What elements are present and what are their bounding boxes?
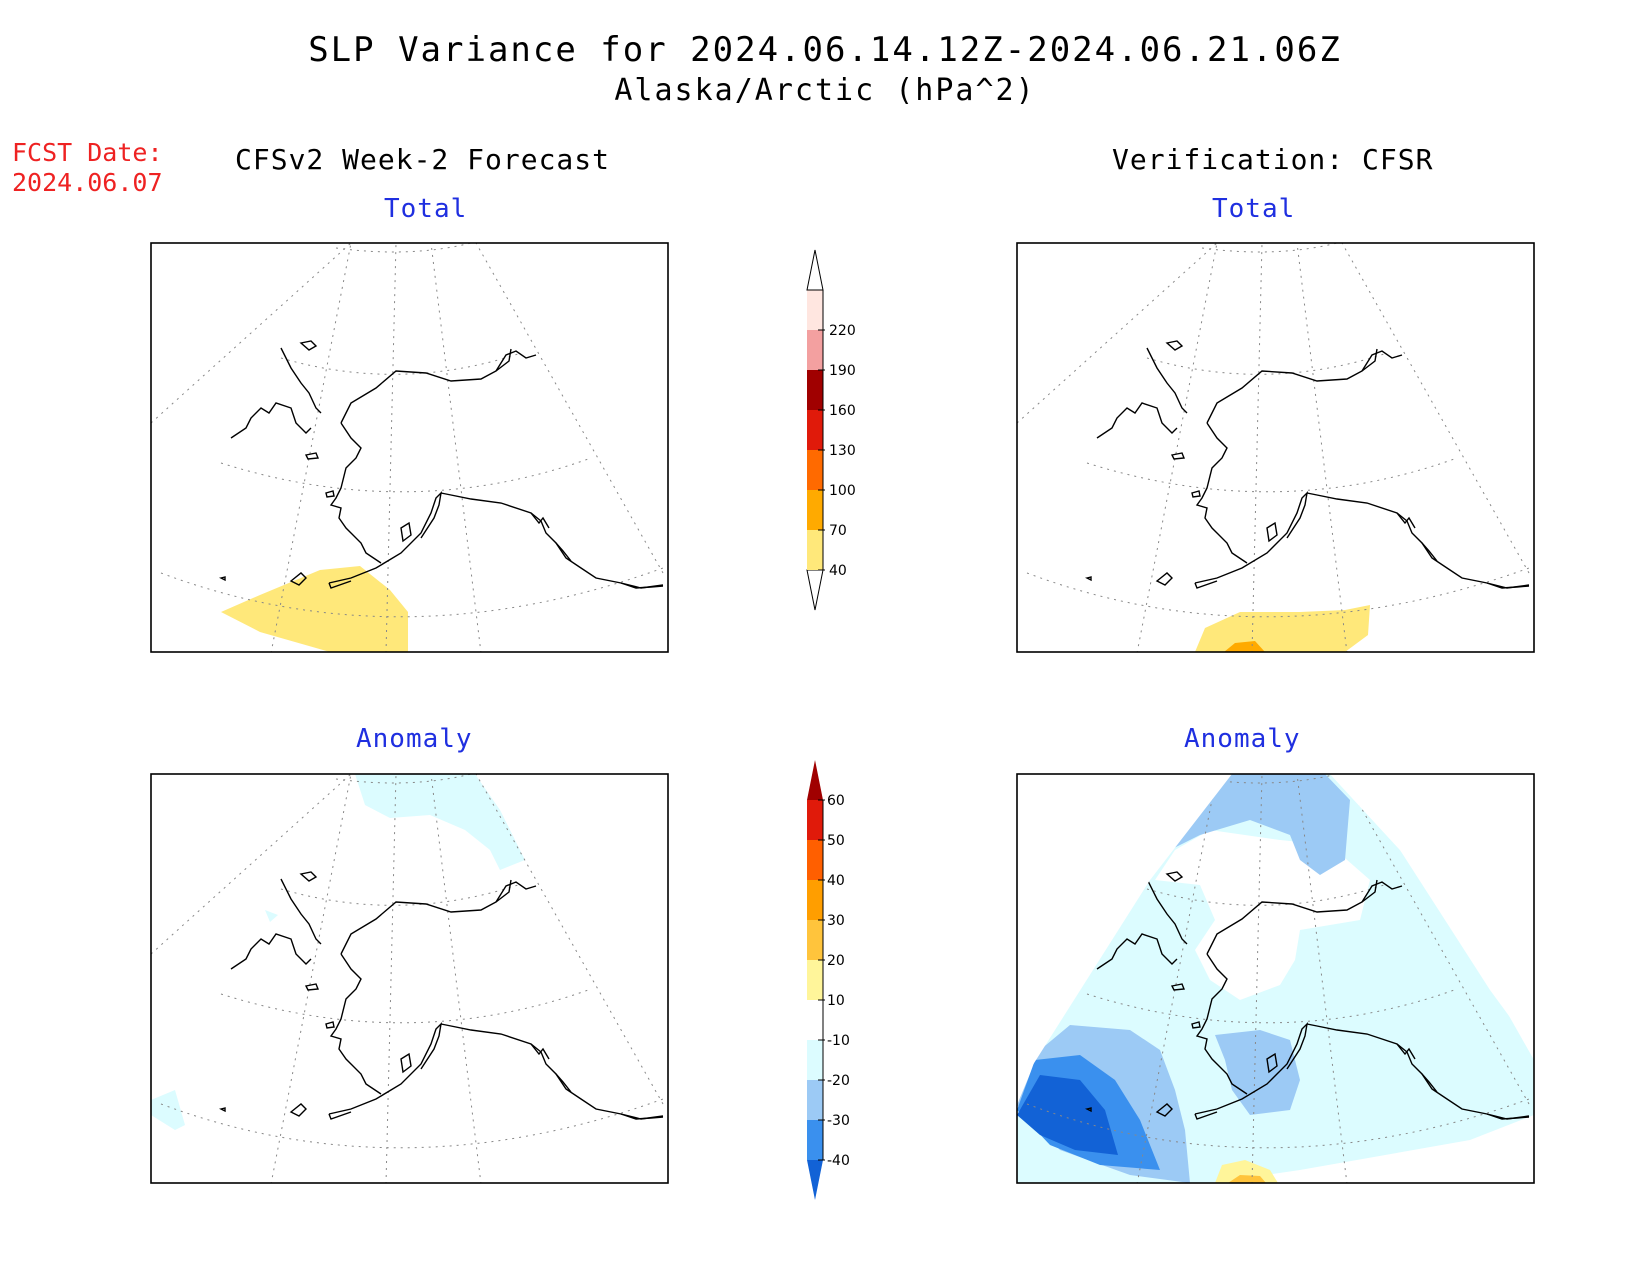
verification-anomaly-map (1017, 774, 1534, 1183)
variance-contour-yellow (1195, 605, 1370, 652)
colorbar-upper-tip (806, 249, 824, 291)
verification-total-map (1017, 243, 1534, 652)
colorbar-segment (807, 290, 823, 330)
forecast-anomaly-title: Anomaly (356, 724, 473, 754)
forecast-column-title: CFSv2 Week-2 Forecast (235, 143, 611, 176)
forecast-total-frame (150, 242, 669, 653)
verification-anomaly-mask-right (1330, 774, 1534, 1050)
colorbar-segment (807, 840, 823, 880)
colorbar-tick-label: 130 (829, 443, 856, 459)
colorbar-segment (807, 450, 823, 490)
variance-contour-yellow (221, 566, 408, 652)
anomaly-contour-dark-blue (1017, 1075, 1118, 1155)
colorbar-lower-tip (806, 569, 824, 611)
colorbar-tick-label: -40 (827, 1153, 850, 1169)
anomaly-contour-light-blue (1215, 1030, 1300, 1115)
colorbar-tick-label: 40 (829, 563, 847, 579)
verification-total-frame (1016, 242, 1535, 653)
variance-contour-orange (1224, 641, 1265, 652)
forecast-total-map (151, 243, 668, 652)
colorbar-segment (807, 1120, 823, 1160)
colorbar-segment (807, 800, 823, 840)
colorbar-tick-label: 100 (829, 483, 856, 499)
colorbar-segment (807, 1040, 823, 1080)
colorbar-segment (807, 370, 823, 410)
total-colorbar: 40 70 100 130 160 190 220 (806, 249, 856, 611)
colorbar-tick-label: 30 (827, 913, 845, 929)
colorbar-segment (807, 920, 823, 960)
anomaly-contour-pale-yellow (1215, 1160, 1278, 1183)
verification-column-title: Verification: CFSR (1112, 143, 1434, 176)
colorbar-segment (807, 960, 823, 1000)
colorbar-tick-label: 220 (829, 323, 856, 339)
forecast-anomaly-map (151, 774, 668, 1183)
colorbar-segment (807, 1080, 823, 1120)
colorbar-tick-label: 10 (827, 993, 845, 1009)
colorbar-tick-label: 40 (827, 873, 845, 889)
colorbar-tick-label: 190 (829, 363, 856, 379)
anomaly-contour-pale-blue (355, 774, 525, 870)
colorbar-segment (807, 530, 823, 570)
colorbar-tick-label: 160 (829, 403, 856, 419)
colorbar-tick-label: 50 (827, 833, 845, 849)
chart-title: SLP Variance for 2024.06.14.12Z-2024.06.… (308, 30, 1342, 70)
anomaly-contour-pale-blue (265, 910, 278, 922)
colorbar-segment (807, 880, 823, 920)
anomaly-contour-orange (1228, 1175, 1266, 1183)
colorbar-tick-label: -10 (827, 1033, 850, 1049)
chart-subtitle: Alaska/Arctic (hPa^2) (614, 73, 1036, 108)
colorbar-tick-label: 20 (827, 953, 845, 969)
anomaly-colorbar: -40 -30 -20 -10 10 20 30 40 50 60 (807, 760, 850, 1200)
verification-anomaly-title: Anomaly (1184, 724, 1301, 754)
forecast-anomaly-frame (150, 773, 669, 1184)
colorbar-upper-tip (807, 760, 823, 800)
forecast-total-title: Total (384, 194, 468, 224)
colorbar-segment (807, 490, 823, 530)
fcst-date-label: FCST Date: (12, 138, 163, 167)
colorbar-segment (807, 410, 823, 450)
colorbar-tick-label: -30 (827, 1113, 850, 1129)
fcst-date-value: 2024.06.07 (12, 168, 163, 197)
colorbar-segment (807, 1000, 823, 1040)
colorbar-lower-tip (807, 1160, 823, 1200)
verification-total-title: Total (1212, 194, 1296, 224)
verification-anomaly-mask-left (1017, 774, 1232, 1090)
colorbar-tick-label: 70 (829, 523, 847, 539)
verification-anomaly-frame (1016, 773, 1535, 1184)
colorbar-segment (807, 330, 823, 370)
anomaly-contour-pale-blue (151, 1090, 185, 1130)
colorbar-tick-label: 60 (827, 793, 845, 809)
colorbar-tick-label: -20 (827, 1073, 850, 1089)
